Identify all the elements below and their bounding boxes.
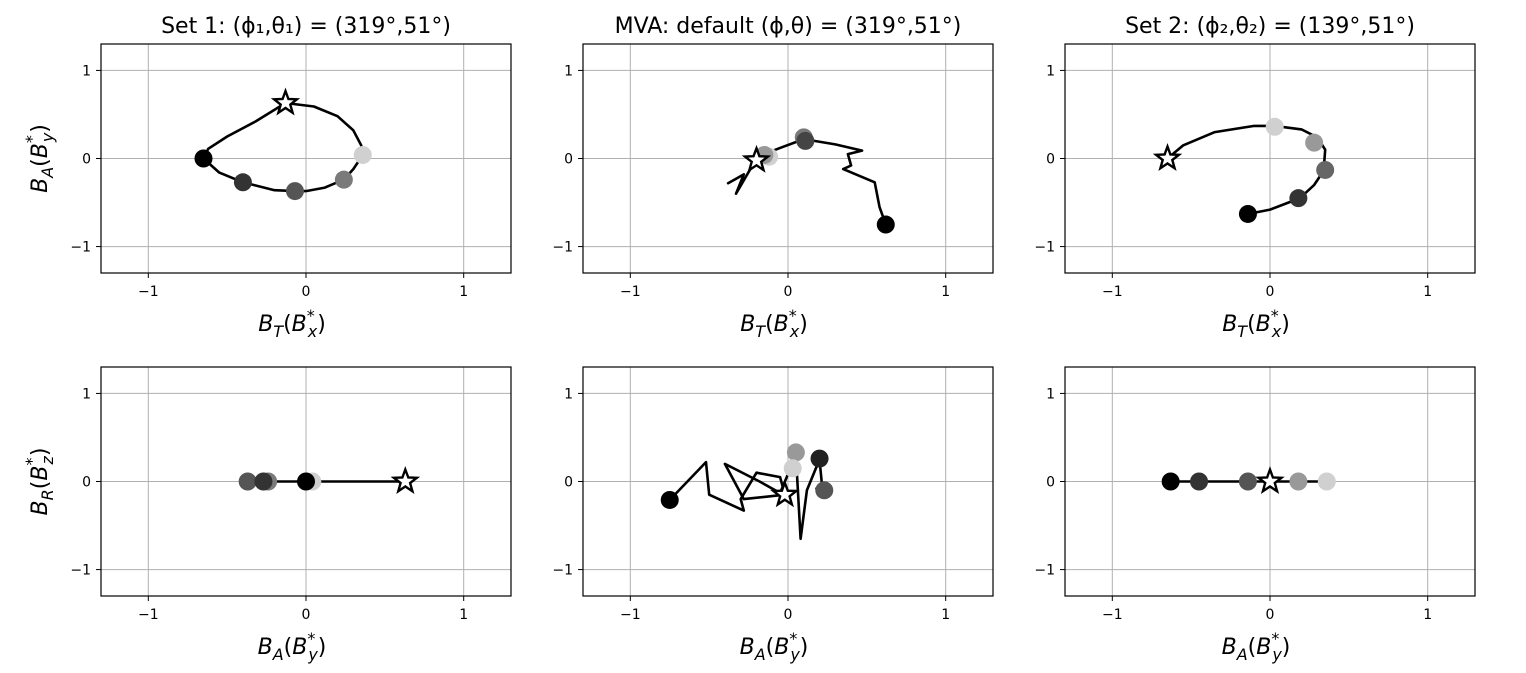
x-tick-label: 1 (941, 607, 950, 623)
data-point (238, 472, 257, 491)
y-tick-label: 0 (564, 475, 573, 491)
x-tick-label: 0 (1266, 607, 1275, 623)
x-tick-label: −1 (1102, 607, 1123, 623)
x-tick-label: 0 (784, 607, 793, 623)
data-point (233, 173, 252, 192)
data-point (1317, 472, 1336, 491)
subplot-4: −1 0 1 −1 0 1 BA(B* y) BR(B*z) (22, 366, 512, 664)
y-tick-label: −1 (552, 240, 573, 256)
x-axis-label: BA(B* y) (258, 629, 327, 664)
y-tick-label: 1 (82, 63, 91, 79)
x-tick-label: −1 (620, 284, 641, 300)
subplot-title: MVA: default (ϕ,θ) = (319°,51°) (615, 14, 962, 39)
y-tick-label: −1 (552, 563, 573, 579)
data-point (353, 145, 372, 164)
x-tick-label: 0 (302, 607, 311, 623)
y-tick-label: 0 (82, 152, 91, 168)
trajectory-line (726, 137, 888, 226)
subplot-title: Set 2: (ϕ₂,θ₂) = (139°,51°) (1125, 14, 1415, 39)
y-tick-label: 1 (82, 386, 91, 402)
star-marker (770, 479, 800, 508)
x-tick-label: −1 (138, 607, 159, 623)
star-marker (1255, 465, 1285, 494)
data-point (297, 472, 315, 491)
x-tick-label: 0 (302, 284, 311, 300)
data-point (1238, 472, 1257, 491)
data-point (810, 449, 829, 468)
x-tick-label: 1 (941, 284, 950, 300)
x-axis-label: BA(B* y) (1222, 629, 1291, 664)
subplot-5: −1 0 1 −1 0 1 BA(B* y) (552, 366, 994, 664)
x-tick-label: 1 (1423, 284, 1432, 300)
data-point (796, 131, 815, 150)
trajectory-line (668, 453, 824, 541)
y-tick-label: 1 (564, 386, 573, 402)
data-point (786, 443, 805, 462)
star-marker (270, 87, 301, 116)
x-axis-label: BT(B* x) (740, 306, 808, 341)
star-marker (1152, 142, 1183, 171)
x-axis-label: BA(B* y) (740, 629, 809, 664)
data-point (1161, 472, 1180, 491)
y-tick-label: 1 (1046, 386, 1055, 402)
subplot-title: Set 1: (ϕ₁,θ₁) = (319°,51°) (161, 14, 451, 39)
x-tick-label: −1 (620, 607, 641, 623)
x-axis-label: BT(B* x) (1222, 306, 1290, 341)
x-tick-label: 1 (459, 284, 468, 300)
subplot-2: −1 0 1 −1 0 1 MVA: default (ϕ,θ) = (319°,51°) B… (552, 14, 994, 341)
y-tick-label: 1 (564, 63, 573, 79)
data-point (1305, 133, 1324, 152)
y-tick-label: 0 (82, 475, 91, 491)
y-tick-label: −1 (70, 563, 91, 579)
data-point (254, 472, 273, 491)
y-tick-label: 1 (1046, 63, 1055, 79)
data-point (660, 490, 679, 509)
x-tick-label: 0 (1266, 284, 1275, 300)
data-point (334, 170, 353, 189)
x-tick-label: 1 (459, 607, 468, 623)
y-tick-label: −1 (1034, 240, 1055, 256)
data-point (285, 182, 304, 201)
star-marker (390, 466, 421, 495)
subplot-1: −1 0 1 −1 0 1 Set 1: (ϕ₁,θ₁) = (319°,51°) BT(B*… (22, 14, 512, 341)
y-tick-label: −1 (70, 240, 91, 256)
subplot-3: −1 0 1 −1 0 1 Set 2: (ϕ₂,θ₂) = (139°,51°) BT(B*… (1034, 14, 1476, 341)
data-point (1265, 117, 1284, 136)
x-tick-label: 0 (784, 284, 793, 300)
data-point (1289, 189, 1308, 208)
star-marker (741, 144, 772, 173)
data-point (815, 481, 834, 500)
x-tick-label: −1 (138, 284, 159, 300)
y-axis-label: BA(B*y) (22, 124, 57, 193)
data-point (1316, 160, 1335, 179)
y-tick-label: 0 (1046, 475, 1055, 491)
data-point (194, 149, 213, 168)
y-axis-label: BR(B*z) (22, 448, 57, 516)
y-tick-label: −1 (1034, 563, 1055, 579)
data-point (783, 459, 802, 478)
y-tick-label: 0 (1046, 152, 1055, 168)
x-axis-label: BT(B* x) (258, 306, 326, 341)
data-point (1289, 472, 1308, 491)
x-tick-label: 1 (1423, 607, 1432, 623)
data-point (876, 215, 895, 234)
y-tick-label: 0 (564, 152, 573, 168)
data-point (1238, 204, 1257, 223)
data-point (1190, 472, 1209, 491)
x-tick-label: −1 (1102, 284, 1123, 300)
subplot-6: −1 0 1 −1 0 1 BA(B* y) (1034, 366, 1476, 664)
